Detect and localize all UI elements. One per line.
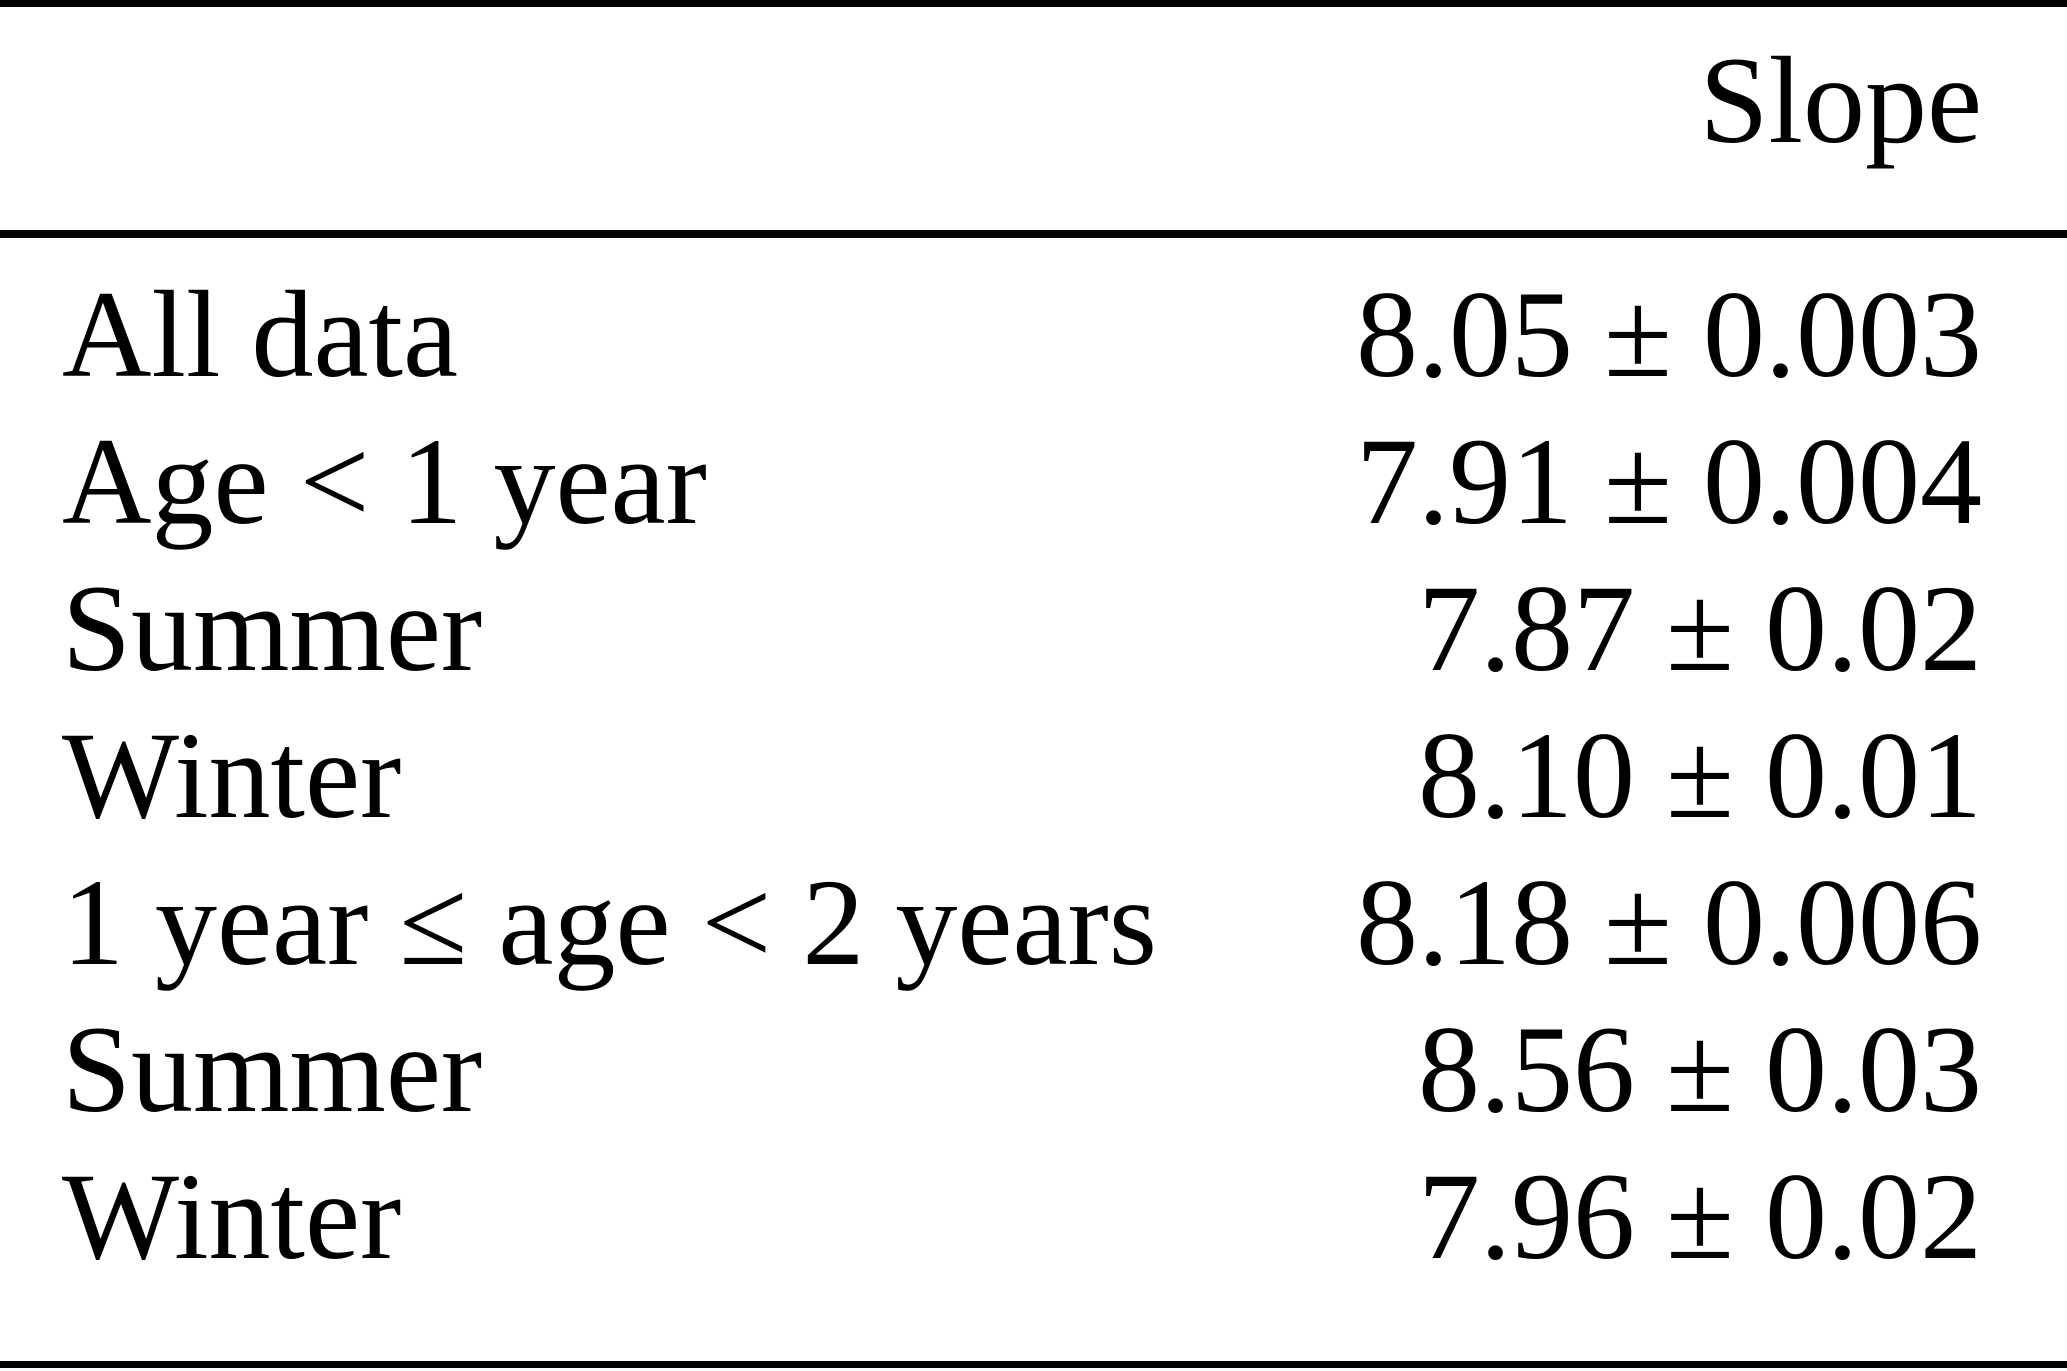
table-header-row: Slope: [0, 7, 2067, 230]
row-value: 7.96 ± 0.02: [1417, 1148, 1982, 1285]
row-label: Winter: [62, 1148, 402, 1285]
table-row: 1 year ≤ age < 2 years 8.18 ± 0.006: [0, 849, 2067, 996]
table-row: Summer 8.56 ± 0.03: [0, 996, 2067, 1143]
table-row: Winter 7.96 ± 0.02: [0, 1143, 2067, 1290]
row-label: 1 year ≤ age < 2 years: [62, 854, 1158, 991]
row-value: 7.87 ± 0.02: [1417, 560, 1982, 697]
table-row: Winter 8.10 ± 0.01: [0, 702, 2067, 849]
column-header-slope: Slope: [1699, 32, 1982, 169]
table-row: Summer 7.87 ± 0.02: [0, 555, 2067, 702]
row-value: 8.56 ± 0.03: [1417, 1001, 1982, 1138]
row-value: 7.91 ± 0.004: [1355, 413, 1982, 550]
row-value: 8.18 ± 0.006: [1355, 854, 1982, 991]
row-value: 8.05 ± 0.003: [1355, 266, 1982, 403]
row-label: Age < 1 year: [62, 413, 707, 550]
table-row: Age < 1 year 7.91 ± 0.004: [0, 408, 2067, 555]
table-row: All data 8.05 ± 0.003: [0, 261, 2067, 408]
row-label: Summer: [62, 560, 483, 697]
table-bottom-rule: [0, 1361, 2067, 1368]
row-label: Summer: [62, 1001, 483, 1138]
table-header-rule: [0, 230, 2067, 238]
row-label: All data: [62, 266, 458, 403]
table-body: All data 8.05 ± 0.003 Age < 1 year 7.91 …: [0, 238, 2067, 1361]
table-top-rule: [0, 0, 2067, 7]
row-value: 8.10 ± 0.01: [1417, 707, 1982, 844]
row-label: Winter: [62, 707, 402, 844]
